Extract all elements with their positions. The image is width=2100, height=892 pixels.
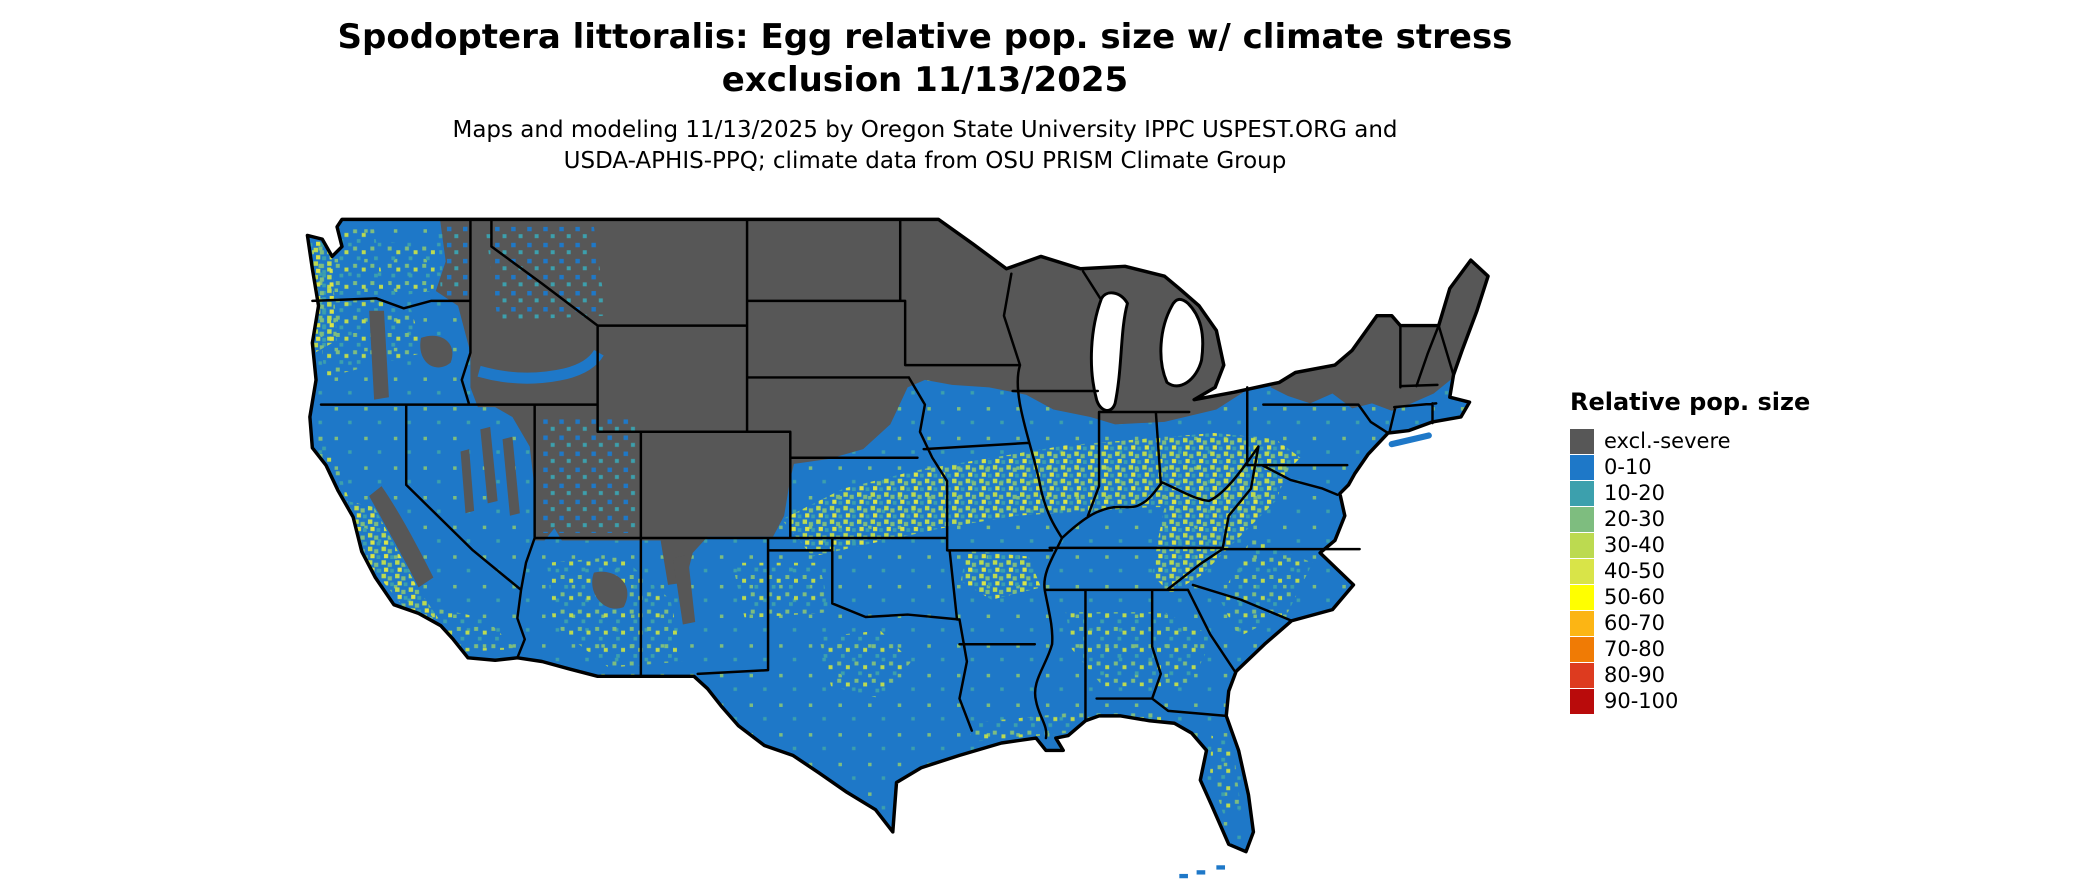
us-map-svg bbox=[305, 217, 1490, 879]
legend-item: 0-10 bbox=[1570, 454, 1870, 480]
valleys-utah bbox=[539, 416, 636, 534]
speckle-tx-panhandle bbox=[732, 562, 832, 619]
snake-river-plain bbox=[477, 349, 604, 384]
speckle-appalachians bbox=[1152, 457, 1288, 594]
speckle-ozarks bbox=[960, 550, 1041, 600]
excluded-mogollon bbox=[592, 571, 628, 609]
legend-color-swatch bbox=[1570, 636, 1594, 662]
speckle-southeast bbox=[1065, 612, 1214, 687]
legend-items: excl.-severe 0-10 10-20 20-30 30-40 40-50 50-6… bbox=[1570, 428, 1870, 714]
map-subtitle-line2: USDA-APHIS-PPQ; climate data from OSU PR… bbox=[563, 148, 1287, 175]
legend-label: 80-90 bbox=[1604, 663, 1666, 687]
valleys-eastern-washington bbox=[438, 224, 468, 296]
map-subtitle-line1: Maps and modeling 11/13/2025 by Oregon S… bbox=[452, 117, 1398, 143]
florida-keys-3 bbox=[1216, 865, 1226, 870]
legend-color-swatch bbox=[1570, 454, 1594, 480]
legend-label: 50-60 bbox=[1604, 585, 1666, 609]
map-title-line1: Spodoptera littoralis: Egg relative pop.… bbox=[337, 17, 1513, 57]
legend-item: 20-30 bbox=[1570, 506, 1870, 532]
legend-title: Relative pop. size bbox=[1570, 388, 1811, 416]
map-header: Spodoptera littoralis: Egg relative pop.… bbox=[310, 16, 1540, 177]
lake-michigan bbox=[1089, 291, 1130, 412]
florida-keys-2 bbox=[1196, 870, 1206, 875]
map-subtitle: Maps and modeling 11/13/2025 by Oregon S… bbox=[310, 115, 1540, 177]
legend-item: 50-60 bbox=[1570, 584, 1870, 610]
excluded-region-northeast bbox=[1270, 219, 1489, 411]
speckle-columbia-basin bbox=[386, 241, 436, 298]
speckle-coastal-plain bbox=[1220, 538, 1313, 637]
legend-label: 40-50 bbox=[1604, 559, 1666, 583]
speckle-az-nm bbox=[547, 556, 683, 668]
excluded-sangre-de-cristo bbox=[672, 555, 696, 625]
legend-color-swatch bbox=[1570, 532, 1594, 558]
excluded-nevada-range-3 bbox=[460, 449, 475, 514]
florida-keys-1 bbox=[1179, 873, 1188, 879]
legend-item: 70-80 bbox=[1570, 636, 1870, 662]
legend-item: excl.-severe bbox=[1570, 428, 1870, 454]
speckle-central-valley bbox=[346, 500, 439, 625]
legend-color-swatch bbox=[1570, 610, 1594, 636]
legend-color-swatch bbox=[1570, 480, 1594, 506]
speckle-ca-coast bbox=[314, 420, 356, 526]
legend-label: 10-20 bbox=[1604, 481, 1666, 505]
legend-color-swatch bbox=[1570, 428, 1594, 454]
legend-label: 60-70 bbox=[1604, 611, 1666, 635]
lake-huron bbox=[1159, 297, 1205, 388]
legend: Relative pop. size excl.-severe 0-10 10-20… bbox=[1570, 388, 1870, 714]
map-title-line2: exclusion 11/13/2025 bbox=[721, 59, 1129, 100]
legend-item: 90-100 bbox=[1570, 688, 1870, 714]
excluded-nevada-range-2 bbox=[502, 436, 520, 516]
speckle-socal bbox=[423, 605, 517, 652]
speckle-florida bbox=[1210, 735, 1242, 816]
legend-item: 40-50 bbox=[1570, 558, 1870, 584]
legend-color-swatch bbox=[1570, 558, 1594, 584]
legend-color-swatch bbox=[1570, 506, 1594, 532]
legend-label: excl.-severe bbox=[1604, 429, 1731, 453]
legend-label: 90-100 bbox=[1604, 689, 1679, 713]
legend-label: 20-30 bbox=[1604, 507, 1666, 531]
excluded-cascades bbox=[369, 310, 389, 400]
legend-item: 60-70 bbox=[1570, 610, 1870, 636]
legend-label: 0-10 bbox=[1604, 455, 1652, 479]
valleys-montana-idaho bbox=[485, 226, 607, 321]
legend-item: 30-40 bbox=[1570, 532, 1870, 558]
legend-label: 70-80 bbox=[1604, 637, 1666, 661]
legend-label: 30-40 bbox=[1604, 533, 1666, 557]
excluded-sierra bbox=[369, 486, 434, 588]
us-map bbox=[300, 192, 1535, 884]
speckle-tx-hill-country bbox=[818, 630, 912, 699]
long-island bbox=[1388, 432, 1432, 448]
excluded-nevada-range-1 bbox=[480, 426, 498, 504]
legend-color-swatch bbox=[1570, 584, 1594, 610]
legend-color-swatch bbox=[1570, 662, 1594, 688]
state-borders bbox=[311, 218, 1455, 740]
legend-color-swatch bbox=[1570, 688, 1594, 714]
legend-item: 80-90 bbox=[1570, 662, 1870, 688]
speckle-pnw bbox=[309, 229, 424, 378]
excluded-blue-mountains bbox=[420, 335, 453, 368]
legend-item: 10-20 bbox=[1570, 480, 1870, 506]
